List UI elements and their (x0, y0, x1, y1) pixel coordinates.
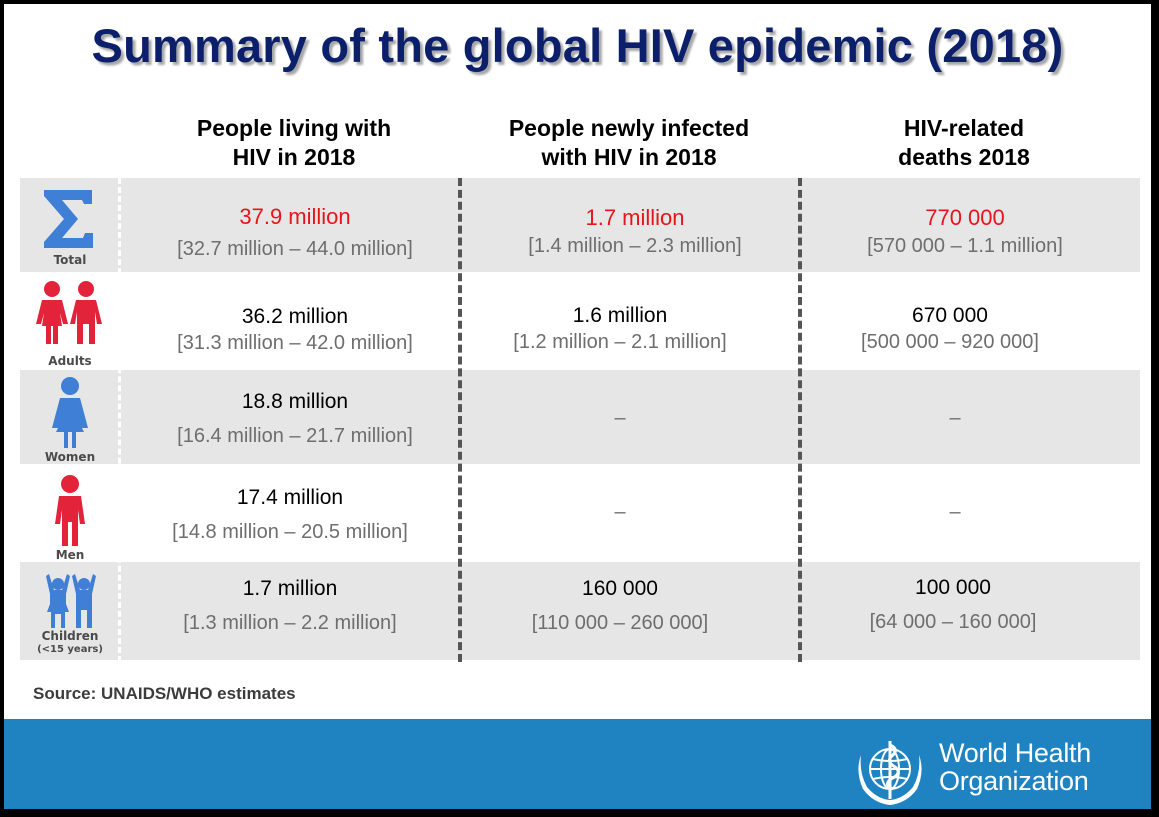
range: [32.7 million – 44.0 million] (177, 238, 413, 260)
cell-children-living: 1.7 million [1.3 million – 2.2 million] (135, 576, 445, 636)
cell-children-new: 160 000 [110 000 – 260 000] (465, 576, 775, 636)
footer-bar (4, 719, 1151, 809)
cell-total-deaths: 770 000 [570 000 – 1.1 million] (810, 205, 1120, 259)
range: [1.4 million – 2.3 million] (528, 235, 742, 257)
value: 670 000 (912, 304, 988, 327)
range: [500 000 – 920 000] (861, 331, 1039, 353)
cell-adults-new: 1.6 million [1.2 million – 2.1 million] (465, 303, 775, 355)
row-label-children: Children (<15 years) (37, 629, 103, 656)
who-wordmark: World Health Organization (939, 738, 1091, 796)
row-icon-cell: Children (<15 years) (20, 562, 120, 660)
children-icon (46, 574, 96, 628)
row-label-total: Total (53, 253, 87, 267)
range: [1.2 million – 2.1 million] (513, 331, 727, 353)
row-label-adults: Adults (48, 354, 92, 368)
cell-men-new: – (614, 501, 626, 523)
cell-men-deaths: – (949, 501, 961, 523)
column-header-new-infections: People newly infected with HIV in 2018 (508, 115, 750, 170)
adults-icon (36, 281, 102, 344)
cell-adults-deaths: 670 000 [500 000 – 920 000] (795, 303, 1105, 355)
cell-men-living: 17.4 million [14.8 million – 20.5 millio… (135, 485, 445, 545)
cell-women-deaths: – (949, 407, 961, 429)
table-row-women: Women 18.8 million [16.4 million – 21.7 … (20, 370, 1140, 464)
range: [110 000 – 260 000] (531, 612, 709, 634)
range: [14.8 million – 20.5 million] (172, 521, 408, 543)
separator-col-1 (458, 178, 462, 662)
table-row-children: Children (<15 years) 1.7 million [1.3 mi… (20, 562, 1140, 660)
separator-icons (118, 178, 121, 662)
value: 160 000 (582, 577, 658, 600)
separator-col-2 (798, 178, 802, 662)
range: [1.3 million – 2.2 million] (183, 612, 397, 634)
table-row-adults: Adults 36.2 million [31.3 million – 42.0… (20, 274, 1140, 370)
range: [31.3 million – 42.0 million] (177, 332, 413, 354)
cell-children-deaths: 100 000 [64 000 – 160 000] (798, 575, 1108, 635)
value: 36.2 million (241, 305, 349, 328)
cell-total-living: 37.9 million [32.7 million – 44.0 millio… (140, 204, 450, 262)
value: 1.7 million (242, 577, 338, 600)
who-emblem-icon (858, 741, 922, 805)
slide-title: Summary of the global HIV epidemic (2018… (91, 19, 1064, 72)
row-icon-cell: Women (20, 370, 120, 464)
value: 100 000 (915, 576, 991, 599)
man-icon (55, 475, 85, 546)
sigma-icon (44, 190, 93, 248)
cell-women-living: 18.8 million [16.4 million – 21.7 millio… (140, 389, 450, 449)
row-icon-cell: Adults (20, 274, 120, 370)
range: [570 000 – 1.1 million] (867, 235, 1063, 257)
range: [64 000 – 160 000] (869, 611, 1037, 633)
range: [16.4 million – 21.7 million] (177, 425, 413, 447)
value: 18.8 million (241, 390, 349, 413)
value: 1.6 million (572, 304, 668, 327)
value: 1.7 million (585, 205, 685, 230)
slide: Summary of the global HIV epidemic (2018… (4, 4, 1151, 809)
value: 17.4 million (236, 486, 344, 509)
row-label-women: Women (44, 450, 96, 464)
column-header-living: People living with HIV in 2018 (196, 115, 392, 170)
woman-icon (52, 377, 88, 448)
cell-total-new: 1.7 million [1.4 million – 2.3 million] (480, 205, 790, 259)
cell-adults-living: 36.2 million [31.3 million – 42.0 millio… (140, 304, 450, 356)
row-icon-cell: Total (20, 178, 120, 272)
table-row-total: Total 37.9 million [32.7 million – 44.0 … (20, 178, 1140, 272)
value: 37.9 million (239, 204, 351, 229)
value: 770 000 (925, 205, 1005, 230)
source-note: Source: UNAIDS/WHO estimates (33, 684, 296, 703)
row-label-men: Men (55, 548, 85, 562)
cell-women-new: – (614, 407, 626, 429)
row-icon-cell: Men (20, 466, 120, 562)
column-header-deaths: HIV-related deaths 2018 (898, 115, 1030, 170)
table-row-men: Men 17.4 million [14.8 million – 20.5 mi… (20, 466, 1140, 562)
